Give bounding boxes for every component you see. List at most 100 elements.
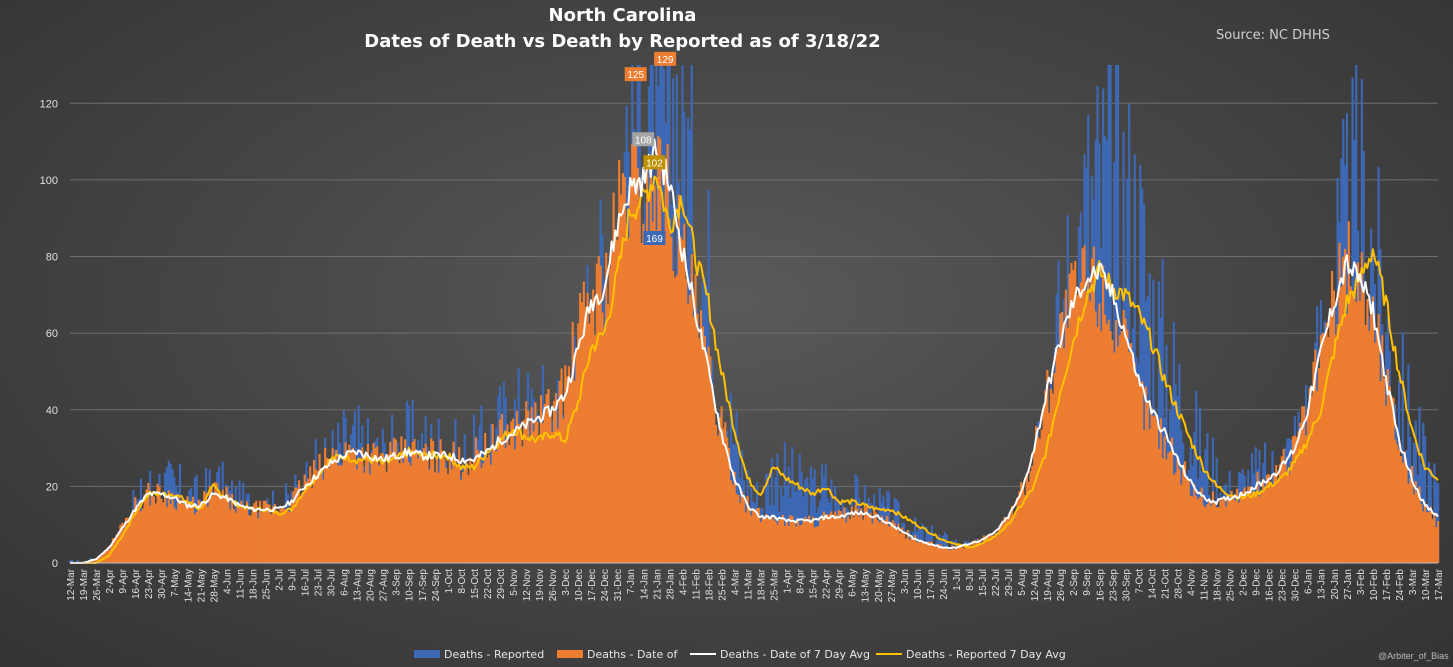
bar-date-of bbox=[586, 292, 589, 563]
bar-date-of bbox=[718, 417, 721, 563]
bar-date-of bbox=[1368, 330, 1371, 563]
bar-date-of bbox=[692, 316, 695, 563]
bar-date-of bbox=[1156, 421, 1159, 563]
bar-date-of bbox=[495, 451, 498, 563]
bar-date-of bbox=[173, 507, 176, 563]
bar-reported bbox=[1133, 154, 1136, 564]
bar-date-of bbox=[966, 544, 969, 563]
bar-date-of bbox=[234, 512, 237, 563]
bar-date-of bbox=[597, 255, 600, 564]
bar-date-of bbox=[1288, 473, 1291, 563]
bar-date-of bbox=[897, 523, 900, 563]
bar-date-of bbox=[350, 449, 353, 563]
bar-date-of bbox=[1420, 504, 1423, 563]
bar-date-of bbox=[765, 514, 768, 563]
bar-date-of bbox=[1425, 512, 1429, 563]
bar-date-of bbox=[1394, 439, 1397, 563]
bar-date-of bbox=[150, 491, 154, 563]
watermark: @Arbiter_of_Bias bbox=[1378, 651, 1449, 661]
bar-date-of bbox=[618, 160, 621, 564]
bar-date-of bbox=[186, 496, 189, 563]
bar-date-of bbox=[208, 486, 211, 563]
bar-date-of bbox=[919, 540, 922, 563]
x-tick-label: 19-Nov bbox=[535, 569, 546, 601]
bar-date-of bbox=[1031, 465, 1034, 563]
bar-date-of bbox=[497, 435, 500, 563]
bar-date-of bbox=[443, 458, 446, 563]
bar-date-of bbox=[776, 524, 779, 563]
bar-date-of bbox=[1146, 403, 1149, 563]
bar-date-of bbox=[240, 500, 243, 563]
bar-date-of bbox=[633, 136, 636, 564]
bar-date-of bbox=[1344, 248, 1347, 563]
bar-reported bbox=[1107, 65, 1110, 563]
bar-date-of bbox=[1280, 456, 1283, 563]
bar-date-of bbox=[1018, 491, 1021, 563]
bar-date-of bbox=[789, 515, 792, 563]
bar-date-of bbox=[748, 506, 751, 563]
bar-date-of bbox=[841, 518, 844, 563]
legend-swatch-reported bbox=[414, 650, 440, 658]
bar-date-of bbox=[566, 376, 569, 563]
y-tick-label: 100 bbox=[40, 175, 58, 187]
chart-title: North Carolina bbox=[548, 5, 697, 26]
bar-reported bbox=[1139, 164, 1142, 563]
bar-date-of bbox=[608, 267, 611, 563]
bar-date-of bbox=[145, 489, 148, 563]
bar-date-of bbox=[348, 444, 351, 563]
bar-date-of bbox=[865, 505, 868, 563]
bar-date-of bbox=[162, 502, 165, 563]
x-tick-label: 26-Mar bbox=[92, 568, 103, 600]
bar-date-of bbox=[854, 504, 857, 563]
bar-date-of bbox=[750, 515, 753, 563]
bar-date-of bbox=[288, 511, 291, 563]
bar-date-of bbox=[370, 453, 373, 563]
bar-date-of bbox=[1437, 521, 1440, 563]
bar-date-of bbox=[446, 473, 450, 563]
bar-date-of bbox=[1427, 512, 1430, 563]
bar-date-of bbox=[912, 539, 915, 563]
bar-date-of bbox=[577, 323, 580, 563]
bar-date-of bbox=[1258, 496, 1261, 563]
bar-date-of bbox=[1044, 390, 1047, 563]
bar-date-of bbox=[424, 443, 427, 563]
bar-date-of bbox=[647, 242, 651, 563]
bar-date-of bbox=[685, 279, 688, 563]
bar-date-of bbox=[945, 548, 948, 563]
bar-date-of bbox=[452, 441, 455, 563]
bar-date-of bbox=[249, 515, 252, 563]
bar-date-of bbox=[1142, 429, 1146, 563]
legend-label-date-of: Deaths - Date of bbox=[587, 647, 678, 661]
bar-reported bbox=[1161, 258, 1164, 563]
bar-date-of bbox=[1277, 482, 1280, 563]
bar-date-of bbox=[396, 454, 399, 563]
bar-date-of bbox=[435, 458, 438, 563]
bar-date-of bbox=[1135, 373, 1138, 563]
bar-date-of bbox=[1321, 332, 1324, 563]
bar-date-of bbox=[1051, 393, 1054, 563]
bar-date-of bbox=[136, 507, 139, 563]
bar-date-of bbox=[517, 423, 520, 563]
bar-date-of bbox=[761, 517, 764, 563]
bar-date-of bbox=[556, 428, 559, 563]
bar-date-of bbox=[666, 144, 669, 563]
bar-date-of bbox=[1223, 497, 1226, 563]
bar-date-of bbox=[893, 523, 896, 563]
bar-date-of bbox=[366, 444, 370, 563]
bar-date-of bbox=[740, 491, 744, 563]
bar-reported bbox=[1128, 103, 1131, 563]
bar-date-of bbox=[1345, 313, 1349, 563]
legend-swatch-date-of bbox=[557, 650, 583, 658]
bar-date-of bbox=[268, 504, 271, 563]
bar-date-of bbox=[752, 508, 755, 563]
x-tick-label: 17-Sep bbox=[418, 569, 429, 602]
bar-date-of bbox=[649, 168, 652, 563]
bar-date-of bbox=[992, 535, 995, 563]
bar-date-of bbox=[484, 432, 487, 563]
bar-date-of bbox=[938, 544, 941, 563]
bar-date-of bbox=[787, 526, 790, 563]
x-tick-label: 12-Nov bbox=[522, 569, 533, 601]
bar-reported bbox=[770, 458, 773, 563]
bar-date-of bbox=[837, 510, 840, 563]
bar-date-of bbox=[1083, 245, 1086, 563]
